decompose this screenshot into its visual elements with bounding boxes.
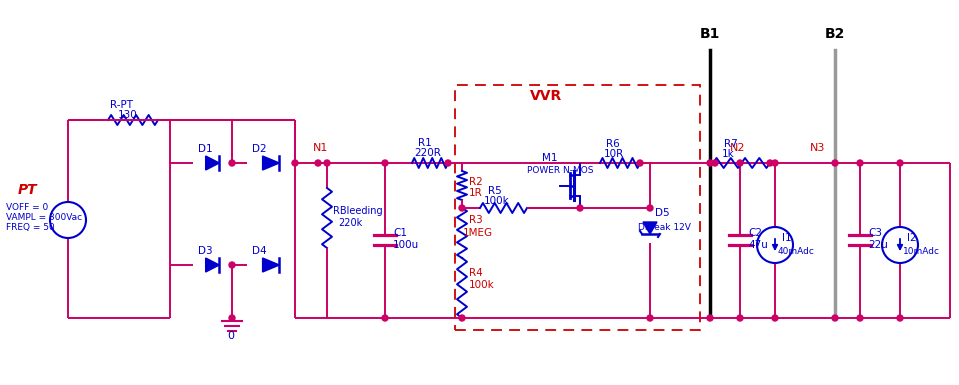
Circle shape	[707, 315, 713, 321]
Circle shape	[857, 315, 863, 321]
Text: R6: R6	[606, 139, 620, 149]
Polygon shape	[205, 258, 220, 272]
Bar	[455, 85, 700, 330]
Text: R5: R5	[488, 186, 502, 196]
Text: 100u: 100u	[393, 240, 419, 250]
Text: POWER N-MOS: POWER N-MOS	[527, 166, 594, 175]
Text: 10mAdc: 10mAdc	[903, 247, 940, 256]
Circle shape	[445, 160, 451, 166]
Text: R2: R2	[469, 177, 482, 187]
Text: D1: D1	[198, 144, 213, 154]
Text: 100k: 100k	[484, 196, 510, 206]
Circle shape	[315, 160, 321, 166]
Circle shape	[737, 160, 743, 166]
Circle shape	[382, 315, 388, 321]
Text: 1k: 1k	[722, 149, 735, 159]
Circle shape	[229, 262, 235, 268]
Text: D3: D3	[198, 246, 213, 256]
Text: D5: D5	[655, 208, 669, 218]
Circle shape	[832, 315, 838, 321]
Text: M1: M1	[542, 153, 557, 163]
Text: D4: D4	[252, 246, 267, 256]
Polygon shape	[205, 156, 220, 170]
Circle shape	[857, 160, 863, 166]
Circle shape	[459, 315, 465, 321]
Text: R4: R4	[469, 268, 482, 278]
Text: N3: N3	[810, 143, 826, 153]
Text: PT: PT	[18, 183, 37, 197]
Text: C2: C2	[748, 228, 762, 238]
Circle shape	[707, 160, 713, 166]
Text: FREQ = 50: FREQ = 50	[6, 223, 55, 232]
Text: R7: R7	[724, 139, 737, 149]
Text: R1: R1	[418, 138, 432, 148]
Circle shape	[832, 160, 838, 166]
Circle shape	[577, 205, 583, 211]
Text: 1R: 1R	[469, 188, 482, 198]
Text: C1: C1	[393, 228, 407, 238]
Circle shape	[229, 160, 235, 166]
Text: I2: I2	[907, 233, 917, 243]
Circle shape	[712, 160, 718, 166]
Polygon shape	[643, 222, 657, 234]
Text: Dbreak 12V: Dbreak 12V	[638, 223, 690, 232]
Text: VVR: VVR	[530, 89, 562, 103]
Circle shape	[637, 160, 643, 166]
Polygon shape	[263, 156, 279, 170]
Polygon shape	[263, 258, 279, 272]
Circle shape	[229, 315, 235, 321]
Text: VOFF = 0: VOFF = 0	[6, 203, 48, 212]
Text: 130: 130	[118, 110, 138, 120]
Circle shape	[292, 160, 298, 166]
Text: C3: C3	[868, 228, 882, 238]
Text: VAMPL = 300Vac: VAMPL = 300Vac	[6, 213, 82, 222]
Text: 0: 0	[227, 331, 234, 341]
Circle shape	[459, 205, 465, 211]
Text: RBleeding: RBleeding	[333, 206, 383, 216]
Text: 47u: 47u	[748, 240, 768, 250]
Text: B1: B1	[700, 27, 720, 41]
Circle shape	[897, 315, 903, 321]
Text: 1MEG: 1MEG	[463, 228, 493, 238]
Text: B2: B2	[825, 27, 846, 41]
Text: I1: I1	[782, 233, 791, 243]
Text: 220k: 220k	[338, 218, 363, 228]
Text: N1: N1	[313, 143, 328, 153]
Circle shape	[324, 160, 330, 166]
Text: 40mAdc: 40mAdc	[778, 247, 815, 256]
Circle shape	[772, 315, 778, 321]
Text: 10R: 10R	[604, 149, 624, 159]
Circle shape	[647, 315, 653, 321]
Text: 22u: 22u	[868, 240, 888, 250]
Text: D2: D2	[252, 144, 267, 154]
Circle shape	[382, 160, 388, 166]
Circle shape	[897, 160, 903, 166]
Circle shape	[767, 160, 773, 166]
Text: N2: N2	[730, 143, 745, 153]
Text: R-PT: R-PT	[110, 100, 133, 110]
Circle shape	[737, 315, 743, 321]
Text: 100k: 100k	[469, 280, 495, 290]
Text: R3: R3	[469, 215, 482, 225]
Text: 220R: 220R	[414, 148, 441, 158]
Circle shape	[647, 205, 653, 211]
Circle shape	[772, 160, 778, 166]
